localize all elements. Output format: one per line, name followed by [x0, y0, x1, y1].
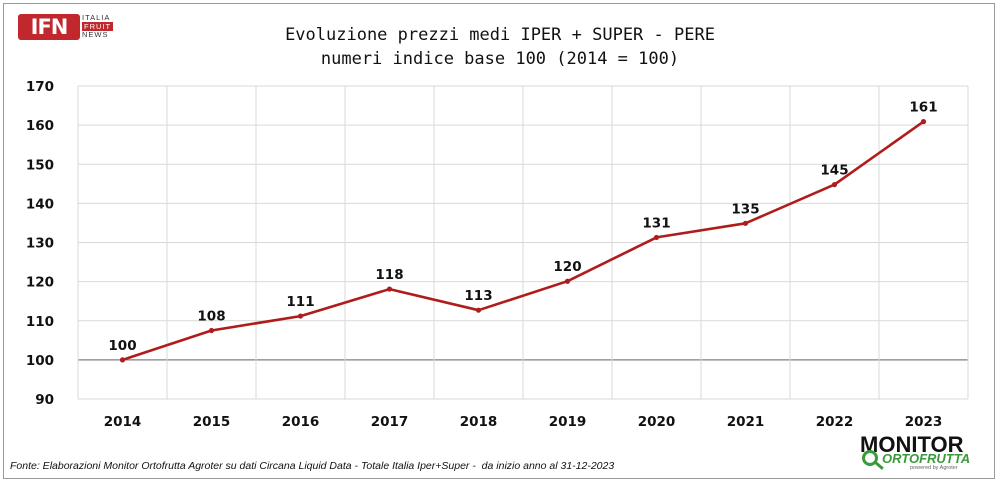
y-tick-label: 100: [26, 353, 54, 369]
monitor-ortofrutta-logo: MONITOR ORTOFRUTTA powered by Agroter: [860, 432, 984, 476]
series-layer: [119, 119, 927, 363]
data-label: 145: [820, 163, 848, 179]
x-tick-label: 2014: [104, 414, 142, 430]
label-layer: 100 108 111 118 113 120 131 135 145 161: [108, 100, 937, 354]
x-tick-label: 2017: [371, 414, 409, 430]
data-point: [564, 278, 571, 284]
ifn-logo-line3: NEWS: [82, 30, 109, 39]
ifn-logo-text: ITALIA FRUIT NEWS: [82, 13, 114, 40]
y-tick-label: 160: [26, 118, 54, 134]
data-label: 161: [909, 100, 937, 116]
data-label: 118: [375, 267, 403, 283]
data-label: 111: [286, 294, 314, 310]
ifn-logo-line2: FRUIT: [82, 21, 114, 31]
data-label: 113: [464, 288, 492, 304]
y-tick-label: 110: [26, 314, 54, 330]
x-tick-label: 2022: [816, 414, 854, 430]
monitor-logo-top: MONITOR: [860, 432, 964, 457]
source-note: Fonte: Elaborazioni Monitor Ortofrutta A…: [10, 460, 615, 472]
chart-title: Evoluzione prezzi medi IPER + SUPER - PE…: [285, 25, 715, 45]
grid-layer: [77, 85, 969, 400]
series-line: [122, 120, 925, 362]
y-tick-label: 140: [26, 196, 54, 212]
data-point: [831, 181, 838, 188]
x-tick-label: 2021: [727, 414, 765, 430]
y-tick-label: 120: [26, 275, 54, 291]
data-point: [386, 286, 393, 292]
data-point: [297, 313, 304, 319]
data-label: 100: [108, 338, 136, 354]
data-point: [920, 119, 927, 125]
x-tick-label: 2020: [638, 414, 676, 430]
ifn-logo-line1: ITALIA: [82, 13, 111, 22]
data-label: 108: [197, 309, 225, 325]
chart-title-block: Evoluzione prezzi medi IPER + SUPER - PE…: [170, 23, 830, 71]
data-point: [742, 220, 749, 226]
ifn-logo-mark: IFN: [18, 14, 80, 40]
data-point: [475, 307, 482, 313]
axis-layer: 90 100 110 120 130 140 150 160 170 2014 2015 2016 20…: [26, 79, 942, 430]
chart-frame: [3, 3, 995, 479]
data-label: 131: [642, 215, 670, 231]
data-point: [119, 357, 126, 363]
x-tick-label: 2018: [460, 414, 498, 430]
ifn-logo: IFN ITALIA FRUIT NEWS: [18, 13, 118, 42]
monitor-logo-sub: powered by Agroter: [910, 465, 958, 471]
y-tick-label: 90: [35, 392, 54, 408]
x-tick-label: 2016: [282, 414, 320, 430]
data-label: 120: [553, 259, 581, 275]
x-tick-label: 2015: [193, 414, 231, 430]
data-point: [653, 234, 660, 241]
x-tick-label: 2023: [905, 414, 943, 430]
data-point: [208, 327, 215, 334]
y-tick-label: 170: [26, 79, 54, 95]
chart-subtitle: numeri indice base 100 (2014 = 100): [320, 49, 680, 69]
y-tick-label: 130: [26, 236, 54, 252]
data-label: 135: [731, 201, 759, 217]
y-tick-label: 150: [26, 157, 54, 173]
magnifier-icon: [862, 450, 878, 466]
x-tick-label: 2019: [549, 414, 587, 430]
monitor-logo-bottom: ORTOFRUTTA: [882, 451, 971, 466]
